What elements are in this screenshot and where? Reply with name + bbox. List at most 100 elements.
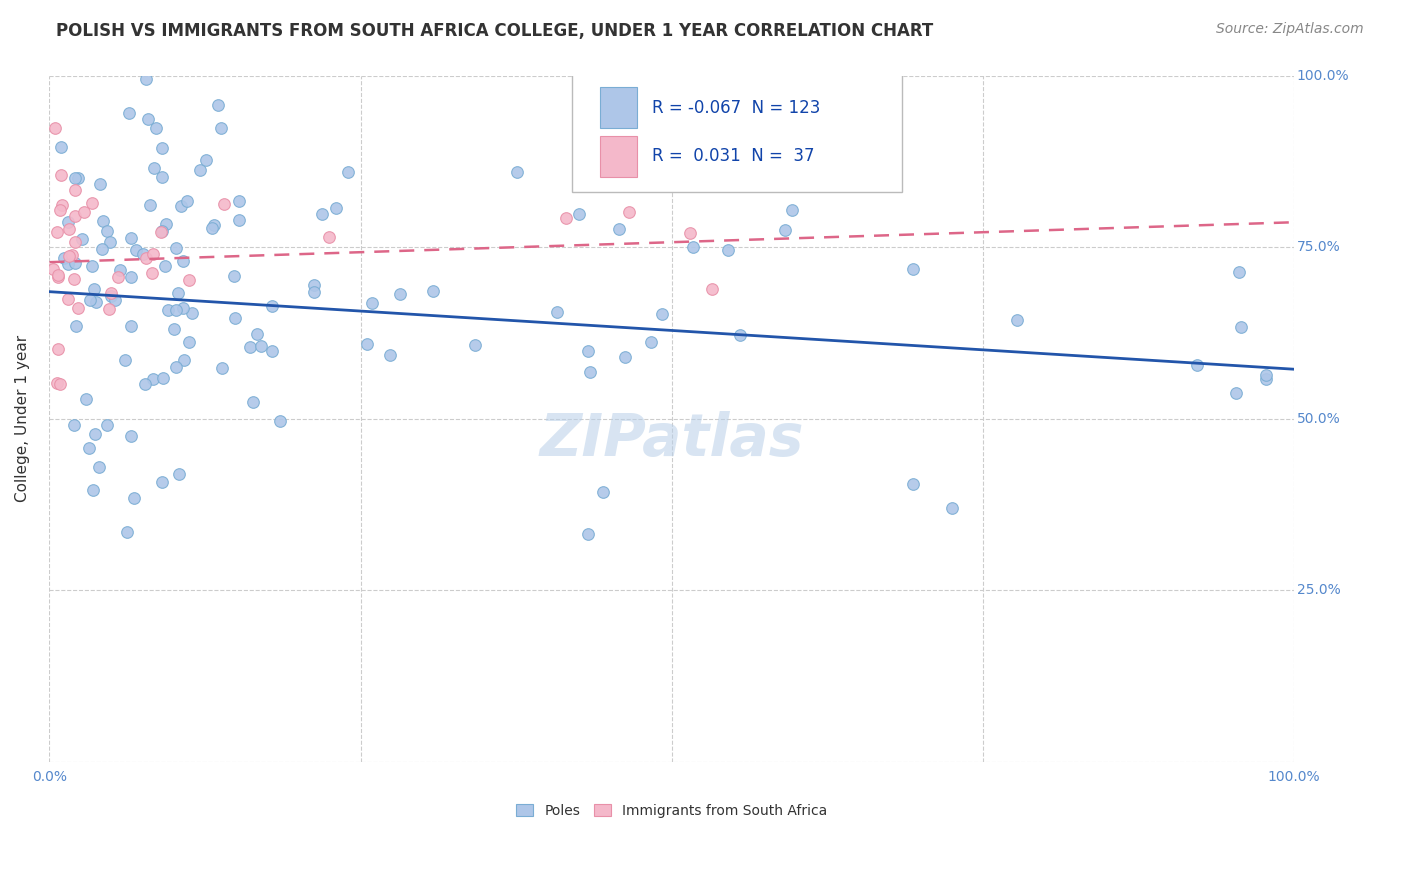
Point xyxy=(100,289,122,303)
Point xyxy=(63,417,86,432)
Point xyxy=(576,526,599,541)
Point xyxy=(138,197,160,211)
Point xyxy=(77,441,100,455)
Point xyxy=(150,225,173,239)
Text: R = -0.067  N = 123: R = -0.067 N = 123 xyxy=(652,99,820,117)
Point xyxy=(165,241,187,255)
Point xyxy=(120,270,142,285)
Point xyxy=(228,194,250,209)
Point xyxy=(49,377,72,392)
Point xyxy=(49,202,72,217)
Point xyxy=(224,269,246,284)
Point xyxy=(166,303,188,318)
Point xyxy=(80,196,103,211)
Point xyxy=(546,305,568,319)
Point xyxy=(135,251,157,265)
Point xyxy=(65,209,87,223)
Point xyxy=(172,254,194,268)
Point xyxy=(207,98,229,112)
Point xyxy=(170,199,193,213)
Point xyxy=(202,218,225,232)
Point xyxy=(360,296,382,310)
Point xyxy=(209,120,232,135)
Point xyxy=(89,459,111,474)
Point xyxy=(67,170,90,185)
Point xyxy=(49,139,72,153)
Point xyxy=(388,287,411,301)
Point xyxy=(122,491,145,505)
Point xyxy=(142,372,165,386)
Point xyxy=(104,293,127,308)
Point xyxy=(70,232,93,246)
Point xyxy=(194,153,217,167)
Point xyxy=(115,524,138,539)
Text: 25.0%: 25.0% xyxy=(1296,583,1340,597)
Point xyxy=(1254,372,1277,386)
Point xyxy=(83,282,105,296)
Point xyxy=(141,266,163,280)
Bar xyxy=(599,136,637,178)
Point xyxy=(685,166,707,180)
Point xyxy=(773,222,796,236)
Text: R =  0.031  N =  37: R = 0.031 N = 37 xyxy=(652,147,814,166)
Point xyxy=(100,285,122,300)
Point xyxy=(125,243,148,257)
Point xyxy=(58,249,80,263)
Point xyxy=(190,163,212,178)
Point xyxy=(337,164,360,178)
Point xyxy=(422,284,444,298)
Point xyxy=(46,269,69,284)
Point xyxy=(311,207,333,221)
Y-axis label: College, Under 1 year: College, Under 1 year xyxy=(15,335,30,502)
Point xyxy=(651,306,673,320)
Point xyxy=(83,427,105,442)
Point xyxy=(67,301,90,315)
FancyBboxPatch shape xyxy=(572,72,903,192)
Point xyxy=(302,285,325,300)
Point xyxy=(91,243,114,257)
Point xyxy=(120,428,142,442)
Point xyxy=(157,302,180,317)
Point xyxy=(89,177,111,191)
Point xyxy=(177,273,200,287)
Bar xyxy=(599,87,637,128)
Point xyxy=(152,371,174,385)
Point xyxy=(242,395,264,409)
Point xyxy=(224,311,246,326)
Point xyxy=(614,350,637,364)
Point xyxy=(63,256,86,270)
Point xyxy=(903,262,925,277)
Point xyxy=(45,225,67,239)
Point xyxy=(120,231,142,245)
Point xyxy=(173,352,195,367)
Point xyxy=(941,500,963,515)
Point xyxy=(84,294,107,309)
Point xyxy=(132,246,155,260)
Point xyxy=(679,226,702,240)
Point xyxy=(901,477,924,491)
Point xyxy=(1229,264,1251,278)
Point xyxy=(269,414,291,428)
Point xyxy=(63,272,86,286)
Point xyxy=(506,165,529,179)
Point xyxy=(107,270,129,285)
Point xyxy=(568,207,591,221)
Point xyxy=(172,301,194,316)
Point xyxy=(51,198,73,212)
Point xyxy=(166,285,188,300)
Point xyxy=(82,483,104,497)
Point xyxy=(150,169,173,184)
Point xyxy=(56,292,79,306)
Point xyxy=(150,475,173,490)
Point xyxy=(62,248,84,262)
Point xyxy=(579,365,602,379)
Point xyxy=(134,377,156,392)
Point xyxy=(150,141,173,155)
Point xyxy=(176,194,198,208)
Point xyxy=(607,221,630,235)
Point xyxy=(142,161,165,175)
Point xyxy=(640,335,662,350)
Point xyxy=(65,319,87,334)
Point xyxy=(262,300,284,314)
Point xyxy=(201,220,224,235)
